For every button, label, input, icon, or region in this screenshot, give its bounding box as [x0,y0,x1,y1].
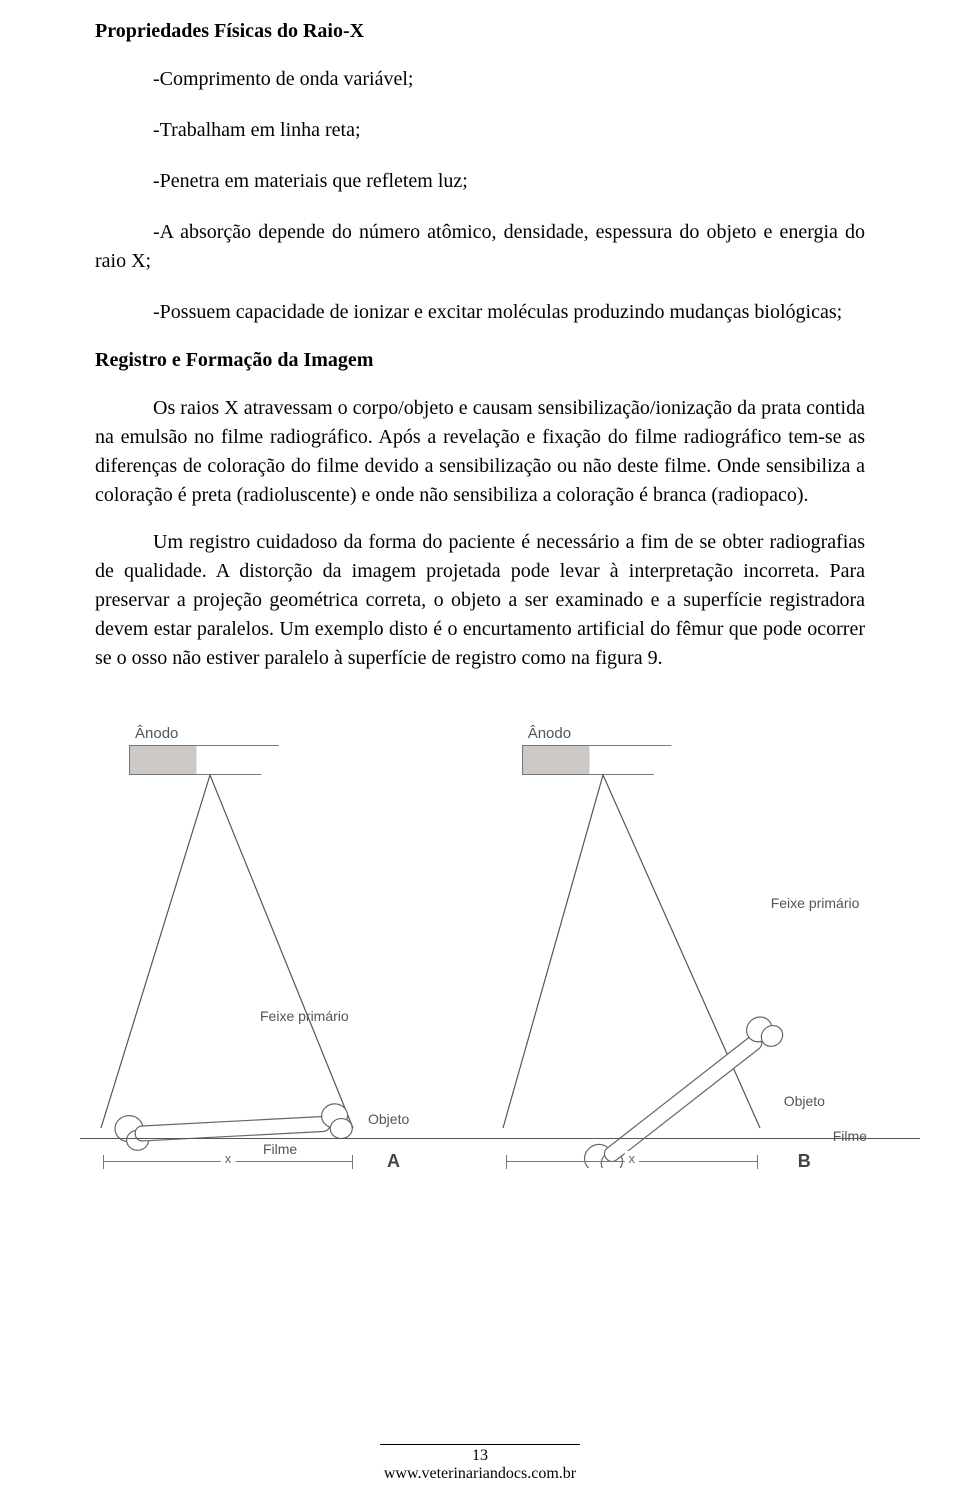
bone-object [107,1101,367,1151]
figure-panel-a: Ânodo Feixe primário Objeto Filme x A [95,733,472,1203]
body-paragraph: Um registro cuidadoso da forma do pacien… [95,528,865,673]
film-label: Filme [833,1128,867,1144]
bullet-item: -A absorção depende do número atômico, d… [95,218,865,276]
object-label: Objeto [368,1111,409,1127]
beam-label: Feixe primário [260,1008,349,1024]
bullet-item: -Penetra em materiais que refletem luz; [153,167,865,196]
figure-9: Ânodo Feixe primário Objeto Filme x A Ân… [95,733,865,1203]
dimension-x: x [506,1155,758,1169]
panel-label-b: B [798,1151,811,1172]
body-paragraph: Os raios X atravessam o corpo/objeto e c… [95,394,865,510]
film-baseline [80,1138,502,1139]
bullet-item: -Possuem capacidade de ionizar e excitar… [95,298,865,327]
page-number: 13 [0,1447,960,1465]
subsection-title: Registro e Formação da Imagem [95,349,865,372]
bullet-item: -Trabalham em linha reta; [153,116,865,145]
xray-beam-triangle [95,733,475,1163]
figure-panel-b: Ânodo Feixe primário Objeto Filme x B [488,733,865,1203]
panel-label-a: A [387,1151,400,1172]
bullet-item: -Comprimento de onda variável; [153,65,865,94]
footer-url: www.veterinariandocs.com.br [0,1465,960,1483]
beam-label: Feixe primário [771,895,860,911]
section-title: Propriedades Físicas do Raio-X [95,20,865,43]
object-label: Objeto [784,1093,825,1109]
dimension-x: x [103,1155,353,1169]
page-footer: 13 www.veterinariandocs.com.br [0,1444,960,1483]
